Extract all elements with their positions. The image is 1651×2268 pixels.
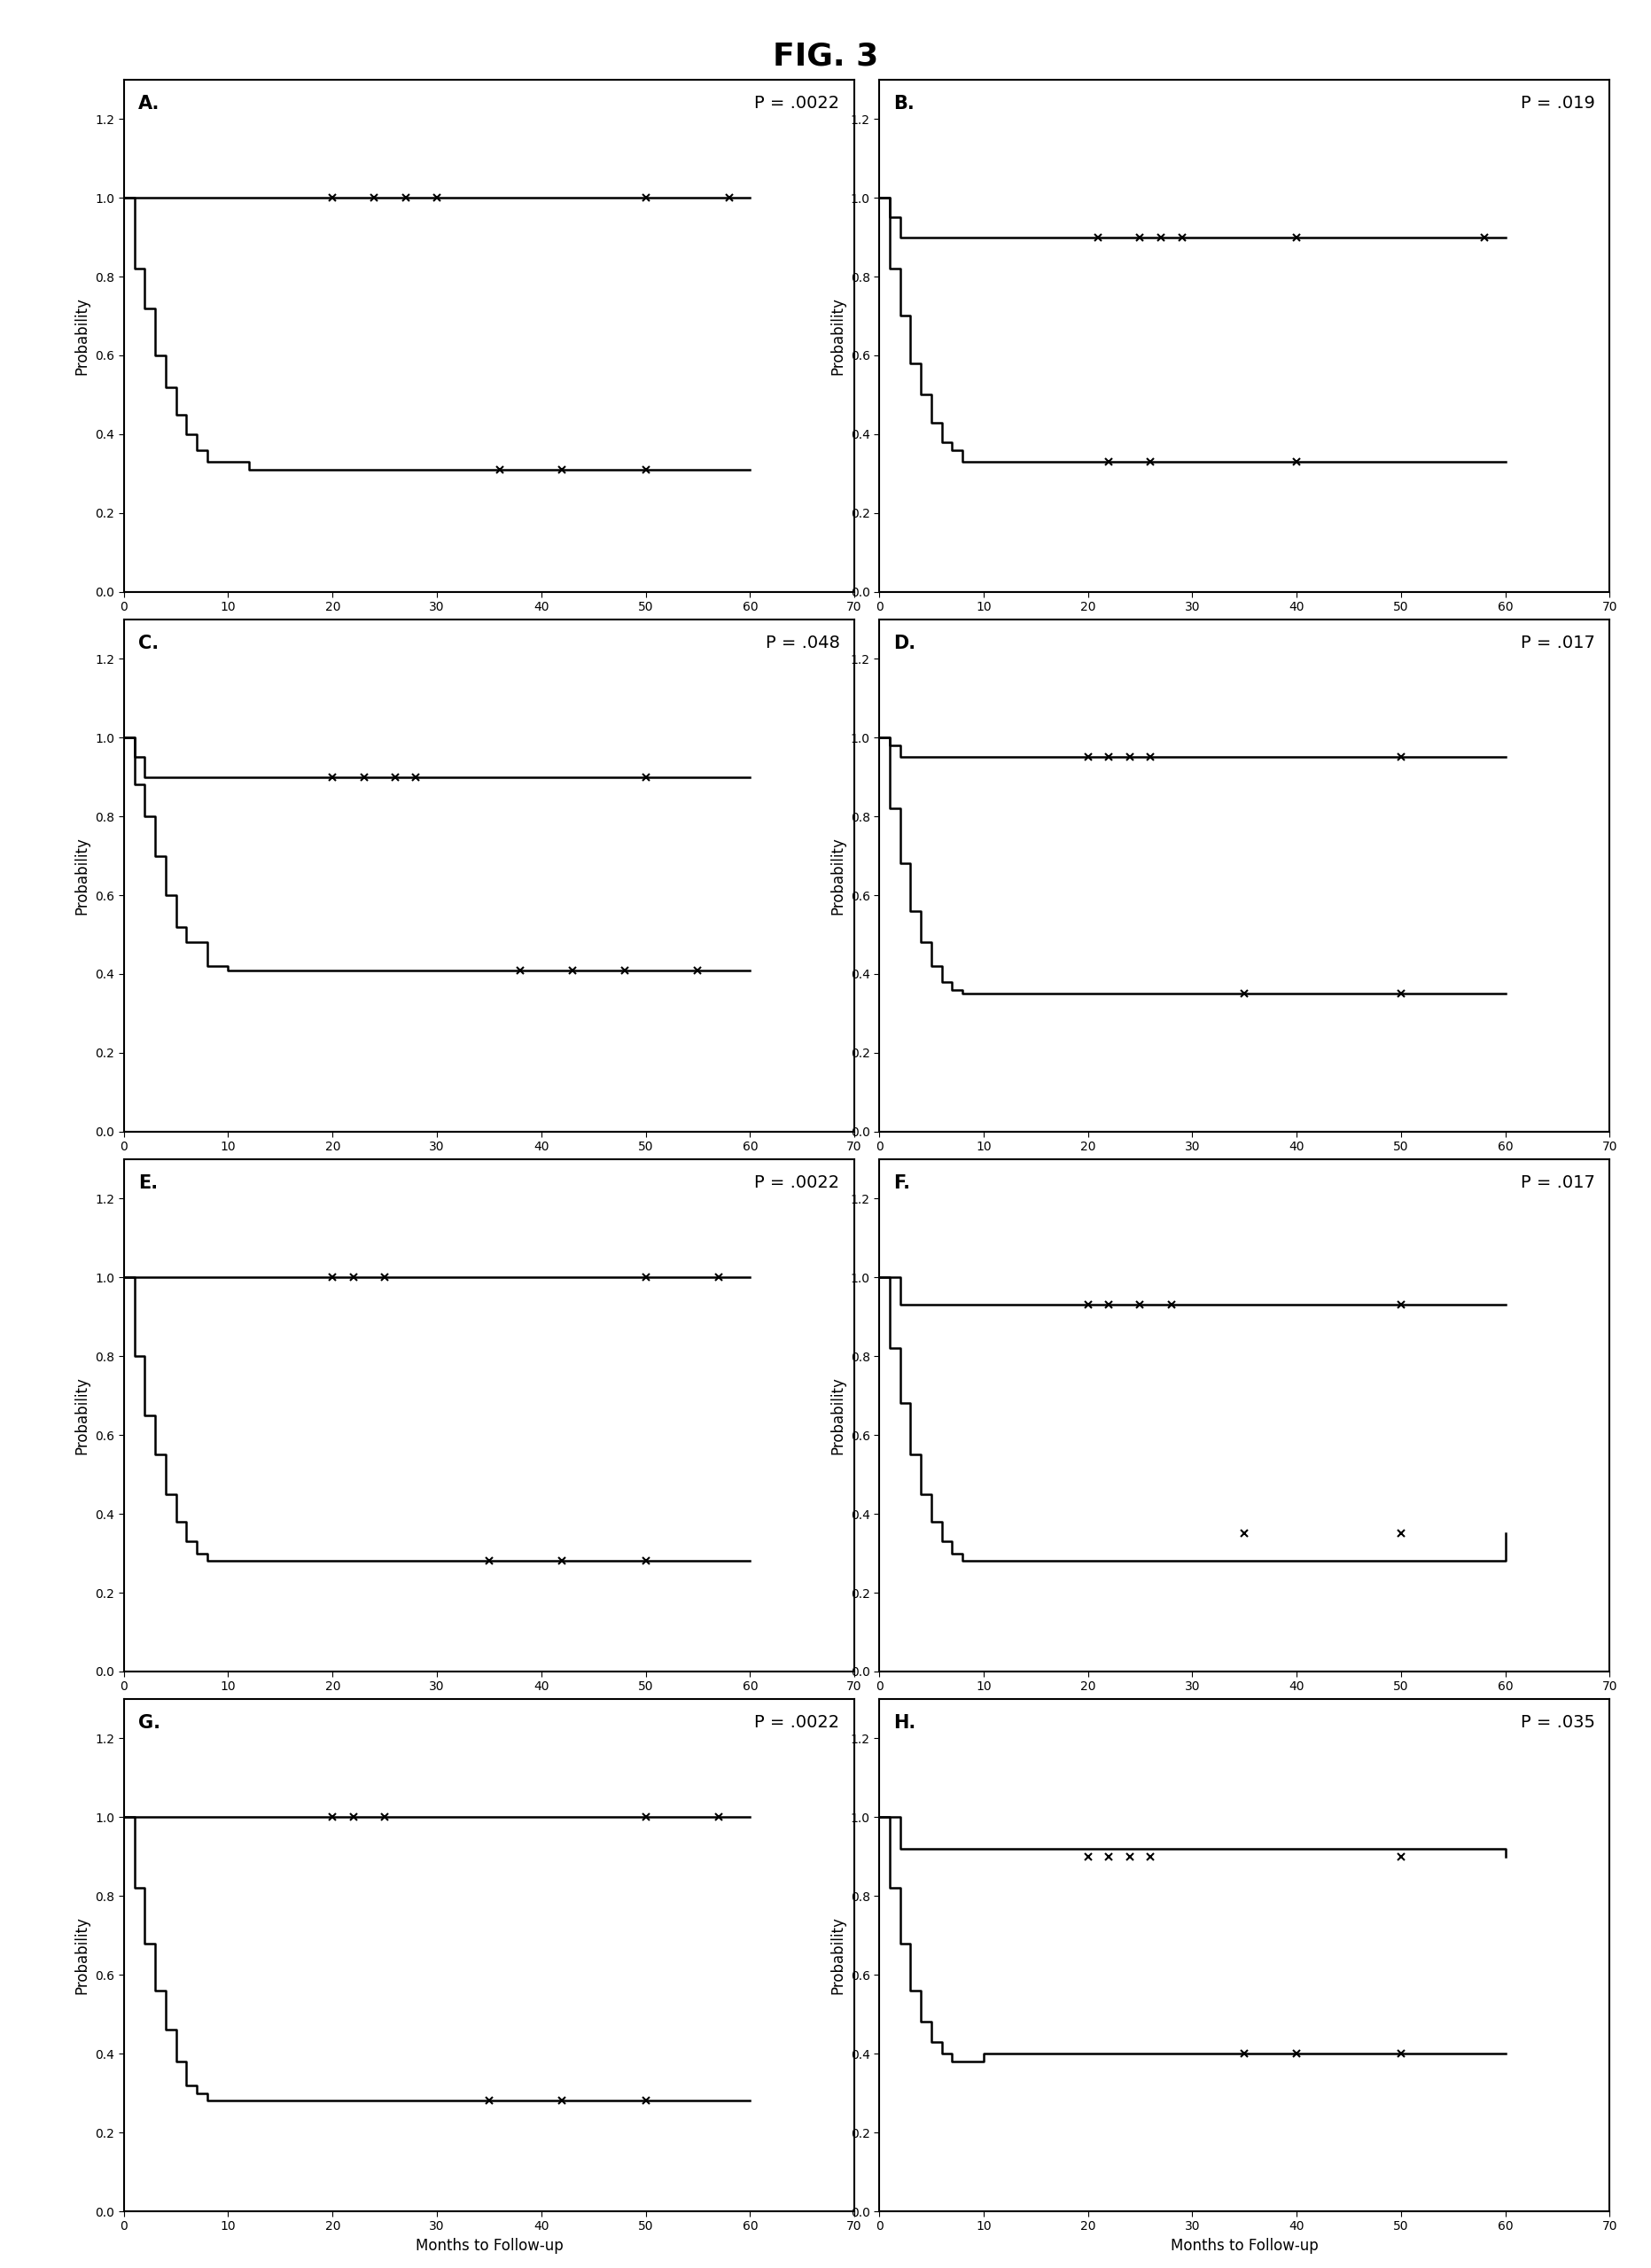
Text: P = .0022: P = .0022 xyxy=(755,1715,840,1730)
X-axis label: Months to Follow-up: Months to Follow-up xyxy=(414,2239,563,2254)
Text: G.: G. xyxy=(139,1715,160,1733)
Y-axis label: Probability: Probability xyxy=(74,1916,91,1994)
Y-axis label: Probability: Probability xyxy=(74,1377,91,1454)
Y-axis label: Probability: Probability xyxy=(829,297,845,374)
Text: P = .017: P = .017 xyxy=(1521,1175,1595,1191)
Text: P = .035: P = .035 xyxy=(1521,1715,1595,1730)
Y-axis label: Probability: Probability xyxy=(74,837,91,914)
Y-axis label: Probability: Probability xyxy=(829,1377,845,1454)
Text: C.: C. xyxy=(139,635,158,653)
Text: B.: B. xyxy=(893,95,915,113)
Text: D.: D. xyxy=(893,635,916,653)
Text: H.: H. xyxy=(893,1715,916,1733)
X-axis label: Months to Follow-up: Months to Follow-up xyxy=(414,619,563,635)
Text: P = .0022: P = .0022 xyxy=(755,95,840,111)
Text: P = .017: P = .017 xyxy=(1521,635,1595,651)
Text: F.: F. xyxy=(893,1175,911,1193)
Text: P = .019: P = .019 xyxy=(1521,95,1595,111)
X-axis label: Months to Follow-up: Months to Follow-up xyxy=(414,1159,563,1175)
Text: E.: E. xyxy=(139,1175,158,1193)
X-axis label: Months to Follow-up: Months to Follow-up xyxy=(1171,1159,1319,1175)
X-axis label: Months to Follow-up: Months to Follow-up xyxy=(1171,619,1319,635)
Y-axis label: Probability: Probability xyxy=(74,297,91,374)
Text: A.: A. xyxy=(139,95,160,113)
X-axis label: Months to Follow-up: Months to Follow-up xyxy=(1171,2239,1319,2254)
X-axis label: Months to Follow-up: Months to Follow-up xyxy=(1171,1699,1319,1715)
Text: FIG. 3: FIG. 3 xyxy=(773,41,878,70)
Text: P = .048: P = .048 xyxy=(766,635,840,651)
Y-axis label: Probability: Probability xyxy=(829,837,845,914)
X-axis label: Months to Follow-up: Months to Follow-up xyxy=(414,1699,563,1715)
Text: P = .0022: P = .0022 xyxy=(755,1175,840,1191)
Y-axis label: Probability: Probability xyxy=(829,1916,845,1994)
